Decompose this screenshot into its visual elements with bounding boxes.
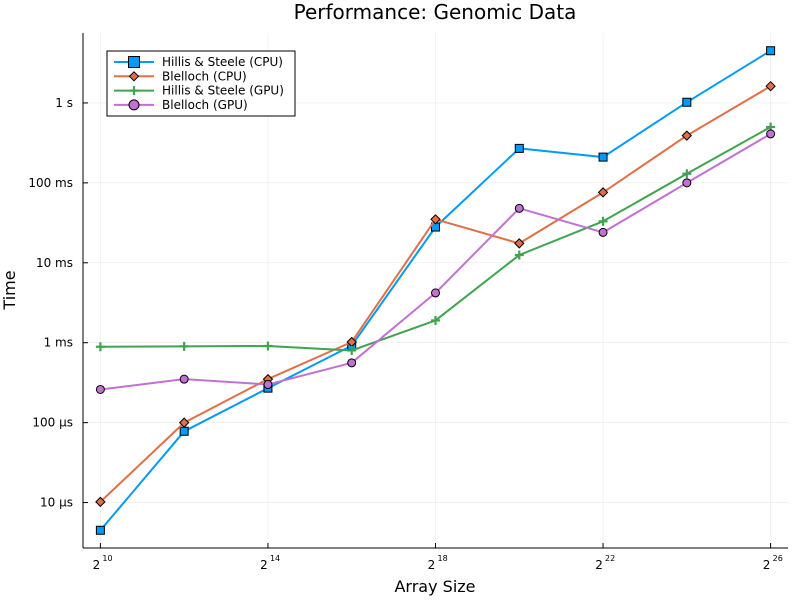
x-axis-label: Array Size <box>394 577 475 596</box>
x-tick-label: 2 22 <box>595 554 615 572</box>
data-point <box>263 379 273 389</box>
x-tick-exponent: 26 <box>773 554 783 563</box>
y-tick-label: 10 μs <box>40 496 73 510</box>
x-tick-base: 2 <box>428 558 436 572</box>
x-tick-label: 2 14 <box>260 554 280 572</box>
x-tick-label: 2 26 <box>763 554 783 572</box>
y-tick-label: 10 ms <box>36 256 73 270</box>
data-point <box>263 341 273 351</box>
data-point <box>430 214 441 225</box>
x-tick-exponent: 22 <box>605 554 615 563</box>
x-tick-exponent: 10 <box>102 554 112 563</box>
data-point <box>431 315 440 325</box>
data-point <box>95 496 106 508</box>
data-point <box>95 342 105 352</box>
legend-item: Blelloch (GPU) <box>114 98 248 112</box>
y-tick-label: 100 ms <box>28 176 73 190</box>
data-point <box>682 169 692 179</box>
data-point <box>514 143 524 153</box>
legend-item: Hillis & Steele (GPU) <box>114 84 284 98</box>
data-point <box>598 216 608 226</box>
x-tick-base: 2 <box>595 558 603 572</box>
legend: Hillis & Steele (CPU)Blelloch (CPU)Hilli… <box>106 50 296 117</box>
data-point <box>598 152 608 162</box>
data-point <box>95 525 105 535</box>
legend-marker <box>128 56 140 68</box>
data-point <box>766 46 776 56</box>
data-point <box>179 341 189 351</box>
data-point <box>431 288 440 298</box>
x-tick-label: 2 10 <box>93 554 113 572</box>
data-point <box>514 203 524 213</box>
x-tick-base: 2 <box>260 558 268 572</box>
legend-marker <box>128 99 140 111</box>
data-point <box>347 358 357 368</box>
data-point <box>95 384 105 394</box>
x-tick-base: 2 <box>93 558 101 572</box>
legend-item: Blelloch (CPU) <box>114 69 247 83</box>
legend-item: Hillis & Steele (CPU) <box>114 55 283 69</box>
y-axis-label: Time <box>0 270 19 310</box>
data-point <box>681 130 693 141</box>
data-point <box>598 227 608 237</box>
data-point <box>766 129 776 139</box>
legend-marker <box>129 86 139 96</box>
legend-label: Hillis & Steele (GPU) <box>162 84 284 98</box>
legend-label: Blelloch (GPU) <box>162 98 248 112</box>
data-point <box>514 238 525 249</box>
x-tick-exponent: 14 <box>270 554 280 563</box>
legend-label: Hillis & Steele (CPU) <box>162 55 283 69</box>
data-point <box>765 80 776 92</box>
data-point <box>682 97 692 107</box>
data-point <box>179 374 189 384</box>
series-3 <box>95 122 776 355</box>
data-point <box>178 417 190 428</box>
x-tick-base: 2 <box>763 558 771 572</box>
data-point <box>514 250 524 260</box>
chart-title: Performance: Genomic Data <box>294 0 577 24</box>
y-tick-label: 100 μs <box>32 416 73 430</box>
data-point <box>347 345 357 355</box>
series-layer <box>95 46 776 535</box>
y-tick-label: 1 ms <box>44 336 73 350</box>
data-point <box>179 426 189 436</box>
series-2 <box>95 80 776 508</box>
data-point <box>682 178 692 188</box>
series-4 <box>95 129 776 394</box>
x-tick-exponent: 18 <box>438 554 448 563</box>
legend-marker <box>128 71 140 82</box>
y-tick-label: 1 s <box>55 96 73 110</box>
data-point <box>597 187 609 198</box>
x-tick-label: 2 18 <box>428 554 448 572</box>
legend-label: Blelloch (CPU) <box>162 69 247 83</box>
